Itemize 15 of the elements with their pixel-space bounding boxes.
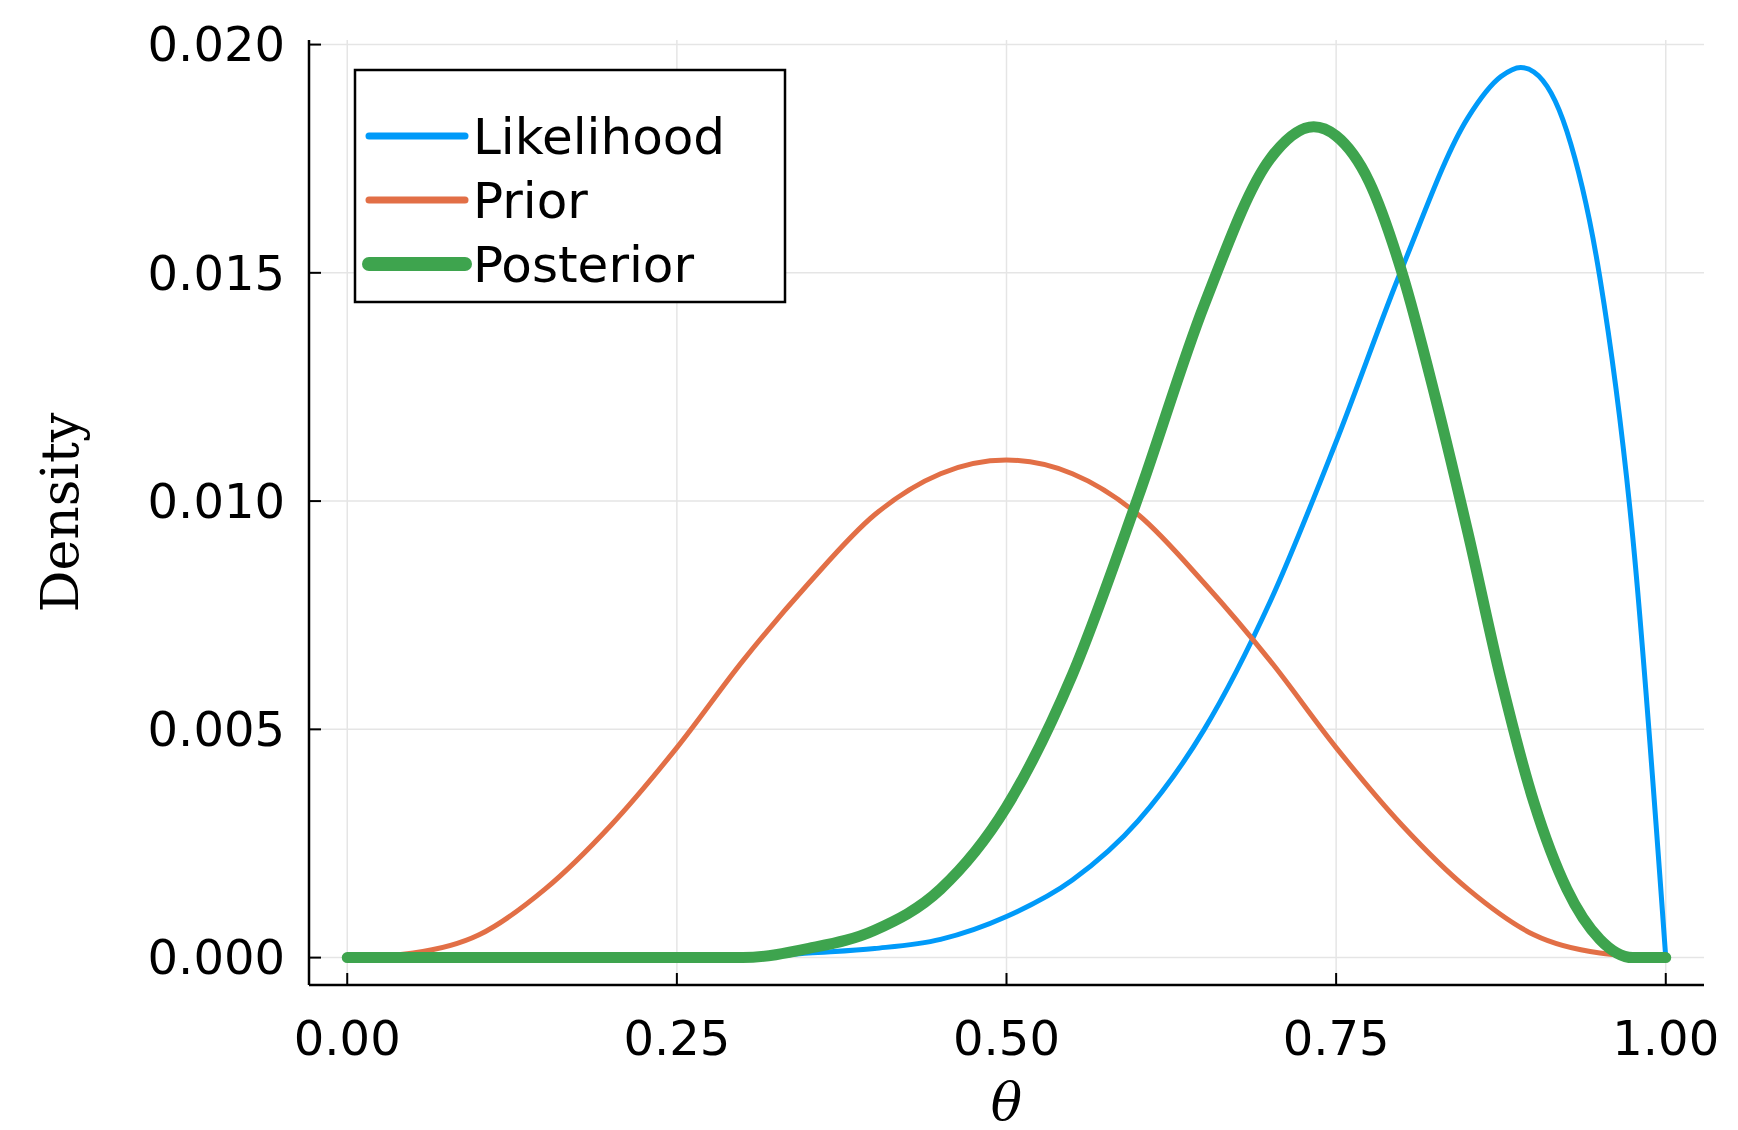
x-tick-label: 1.00 <box>1612 1010 1720 1066</box>
y-axis-title: Density <box>30 412 90 613</box>
y-tick-label: 0.015 <box>147 244 285 301</box>
y-tick-label: 0.020 <box>147 16 285 73</box>
legend-label: Posterior <box>473 235 695 294</box>
y-tick-label: 0.000 <box>147 929 285 986</box>
x-tick-label: 0.25 <box>623 1010 731 1066</box>
legend-label: Prior <box>473 171 589 230</box>
x-tick-label: 0.75 <box>1282 1010 1390 1066</box>
y-tick-label: 0.005 <box>147 701 285 758</box>
x-axis-title: θ <box>990 1072 1023 1130</box>
x-tick-label: 0.00 <box>293 1010 401 1066</box>
x-tick-label: 0.50 <box>953 1010 1060 1066</box>
legend-label: Likelihood <box>473 107 726 166</box>
y-tick-label: 0.010 <box>147 472 285 529</box>
